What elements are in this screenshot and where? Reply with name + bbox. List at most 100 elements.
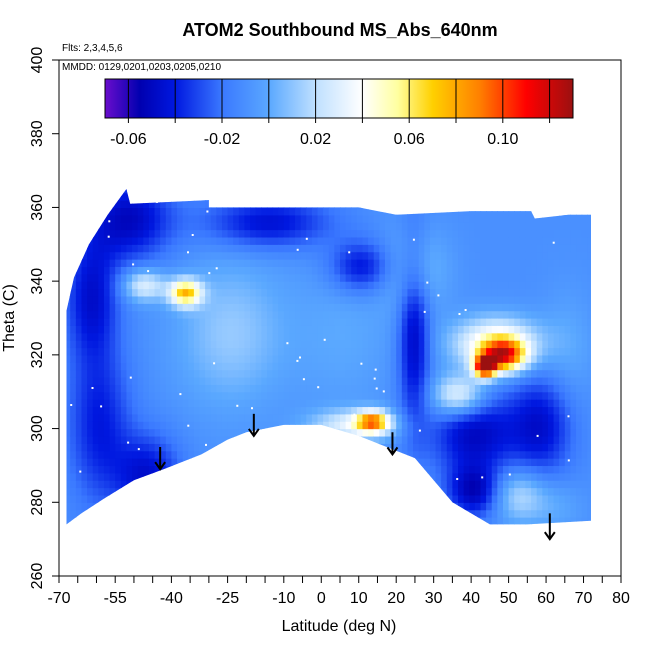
heatmap-cell: [306, 517, 313, 525]
heatmap-cell: [407, 376, 414, 385]
heatmap-cell: [210, 332, 217, 341]
heatmap-cell: [278, 325, 285, 334]
heatmap-cell: [103, 509, 111, 518]
heatmap-cell: [278, 391, 285, 400]
heatmap-cell: [474, 229, 482, 238]
heatmap-cell: [87, 391, 94, 400]
heatmap-cell: [177, 413, 184, 422]
heatmap-cell: [553, 421, 560, 430]
heatmap-cell: [289, 369, 296, 378]
heatmap-cell: [429, 325, 437, 334]
heatmap-cell: [536, 295, 543, 304]
sample-point: [278, 485, 281, 488]
heatmap-cell: [328, 325, 335, 334]
heatmap-cell: [311, 303, 319, 312]
heatmap-cell: [340, 362, 347, 371]
heatmap-cell: [216, 178, 222, 186]
heatmap-cell: [581, 340, 588, 349]
heatmap-cell: [81, 494, 88, 503]
sample-point: [317, 386, 320, 389]
heatmap-cell: [238, 189, 246, 194]
heatmap-cell: [570, 318, 577, 326]
heatmap-cell: [340, 399, 347, 408]
heatmap-cell: [491, 236, 498, 245]
heatmap-cell: [531, 347, 538, 356]
heatmap-cell: [531, 509, 538, 518]
heatmap-cell: [148, 259, 156, 267]
heatmap-cell: [210, 399, 217, 408]
heatmap-cell: [200, 524, 206, 532]
heatmap-cell: [317, 347, 324, 356]
heatmap-cell: [536, 259, 543, 267]
heatmap-cell: [143, 244, 150, 253]
heatmap-cell: [160, 236, 167, 245]
heatmap-cell: [75, 325, 83, 334]
heatmap-cell: [582, 524, 588, 532]
heatmap-cell: [233, 369, 240, 378]
heatmap-cell: [570, 391, 577, 400]
heatmap-cell: [390, 480, 397, 489]
heatmap-cell: [497, 502, 504, 511]
heatmap-cell: [458, 384, 465, 393]
heatmap-cell: [419, 178, 425, 186]
heatmap-cell: [115, 189, 122, 194]
heatmap-cell: [165, 487, 172, 496]
heatmap-cell: [261, 281, 268, 290]
heatmap-cell: [283, 325, 291, 334]
heatmap-cell: [266, 189, 274, 194]
heatmap-cell: [115, 450, 122, 459]
heatmap-cell: [519, 251, 527, 260]
heatmap-cell: [205, 532, 211, 540]
heatmap-cell: [183, 524, 189, 532]
sample-point: [286, 342, 289, 345]
heatmap-cell: [233, 354, 240, 363]
heatmap-cell: [120, 465, 128, 474]
heatmap-cell: [188, 189, 195, 194]
heatmap-cell: [424, 200, 431, 209]
heatmap-cell: [441, 303, 448, 312]
heatmap-cell: [356, 450, 364, 459]
heatmap-cell: [143, 421, 150, 430]
heatmap-cell: [98, 200, 105, 209]
heatmap-cell: [401, 222, 409, 231]
heatmap-cell: [570, 222, 577, 231]
heatmap-cell: [469, 325, 476, 334]
heatmap-cell: [154, 332, 161, 341]
heatmap-cell: [300, 200, 307, 209]
heatmap-cell: [66, 391, 71, 400]
heatmap-cell: [244, 214, 251, 223]
heatmap-cell: [199, 207, 206, 216]
heatmap-cell: [413, 229, 420, 238]
heatmap-cell: [278, 406, 285, 415]
heatmap-cell: [508, 472, 515, 481]
heatmap-cell: [407, 421, 414, 430]
heatmap-cell: [491, 435, 498, 444]
heatmap-cell: [576, 480, 583, 489]
sample-point: [208, 272, 211, 275]
heatmap-cell: [182, 517, 189, 525]
heatmap-cell: [311, 362, 319, 371]
heatmap-cell: [221, 192, 229, 201]
heatmap-cell: [345, 214, 352, 223]
heatmap-cell: [87, 354, 94, 363]
heatmap-cell: [593, 303, 599, 311]
heatmap-cell: [497, 347, 504, 356]
heatmap-cell: [502, 502, 510, 511]
heatmap-cell: [469, 480, 476, 489]
heatmap-cell: [289, 532, 295, 540]
heatmap-cell: [491, 502, 498, 511]
heatmap-cell: [109, 192, 116, 201]
heatmap-cell: [356, 502, 364, 511]
heatmap-cell: [221, 332, 229, 341]
heatmap-cell: [351, 229, 358, 238]
heatmap-cell: [463, 362, 470, 371]
heatmap-cell: [525, 465, 532, 474]
heatmap-cell: [379, 384, 386, 393]
heatmap-cell: [221, 480, 229, 489]
heatmap-cell: [502, 259, 510, 267]
heatmap-cell: [160, 376, 167, 385]
heatmap-cell: [216, 524, 222, 532]
heatmap-cell: [491, 288, 498, 297]
heatmap-cell: [508, 332, 515, 341]
heatmap-cell: [368, 214, 375, 223]
